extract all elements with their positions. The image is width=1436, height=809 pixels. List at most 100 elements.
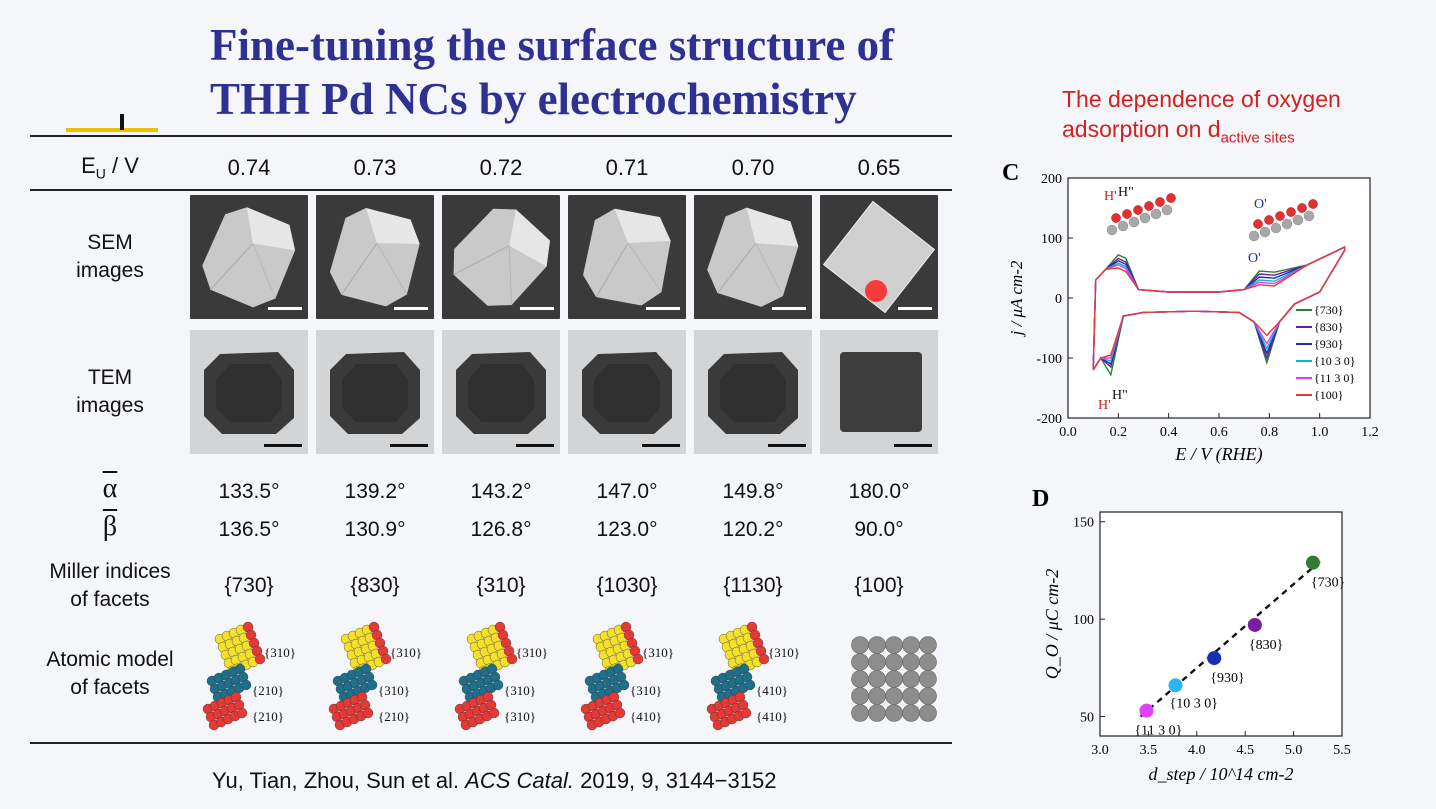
point-label: {10 3 0} [1170, 696, 1218, 711]
alpha-value: 149.8° [722, 480, 784, 503]
panel-label-d: D [1032, 486, 1049, 512]
facet-annotation: {310} [264, 645, 296, 660]
y-axis-label: Q_O / μC cm-2 [1042, 569, 1062, 680]
sem-image [442, 195, 560, 319]
beta-value: 90.0° [854, 518, 904, 541]
slide-title: Fine-tuning the surface structure of THH… [210, 18, 970, 126]
y-tick-label: -100 [1036, 352, 1062, 367]
beta-value: 126.8° [470, 518, 532, 541]
alpha-value: 143.2° [470, 480, 532, 503]
atomic-model: {310} {410} {410} [694, 615, 820, 737]
sem-image [820, 195, 938, 319]
eu-value: 0.72 [479, 155, 523, 180]
legend-entry: {100} [1314, 388, 1344, 402]
eu-value: 0.71 [605, 155, 649, 180]
eu-value: 0.70 [731, 155, 775, 180]
x-tick-label: 0.0 [1059, 425, 1077, 440]
legend-entry: {730} [1314, 303, 1344, 317]
sem-image [190, 195, 308, 319]
y-axis-label: j / μA cm-2 [1007, 260, 1026, 337]
y-tick-label: -200 [1036, 412, 1062, 427]
atomic-model: {310} {310} {310} [442, 615, 568, 737]
x-axis-label: E / V (RHE) [1174, 444, 1262, 465]
scale-bar [642, 444, 680, 447]
x-tick-label: 1.0 [1311, 425, 1329, 440]
facet-annotation: {410} [756, 683, 788, 698]
sem-image [316, 195, 434, 319]
atomic-row-label: Atomic model of facets [46, 648, 174, 699]
tem-image [442, 330, 560, 454]
scale-bar [772, 307, 806, 310]
scale-bar [894, 444, 932, 447]
peak-label: H" [1112, 388, 1128, 403]
miller-value: {100} [854, 574, 904, 597]
facet-annotation: {310} [630, 683, 662, 698]
peak-label: O' [1248, 251, 1261, 266]
atomic-model [820, 615, 946, 737]
eu-row-label: EU / V [81, 153, 139, 182]
alpha-value: 139.2° [344, 480, 406, 503]
scale-bar [646, 307, 680, 310]
facet-annotation: {310} [642, 645, 674, 660]
legend-entry: {930} [1314, 337, 1344, 351]
y-tick-label: 50 [1080, 711, 1094, 726]
x-tick-label: 0.8 [1261, 425, 1279, 440]
facet-annotation: {310} [378, 683, 410, 698]
scale-bar [898, 307, 932, 310]
tem-image [190, 330, 308, 454]
legend-entry: {830} [1314, 320, 1344, 334]
peak-label: H" [1118, 185, 1134, 200]
cv-chart: C 0.0 0.2 0.4 0.6 0.8 1.0 1.2 -200 -100 0 100 200 E /… [1002, 160, 1379, 465]
tem-image [316, 330, 434, 454]
eu-value: 0.65 [857, 155, 901, 180]
x-tick-label: 0.2 [1110, 425, 1128, 440]
data-point [1247, 617, 1262, 632]
facet-annotation: {310} [768, 645, 800, 660]
facet-annotation: {210} [378, 709, 410, 724]
point-label: {11 3 0} [1134, 724, 1182, 739]
oxygen-dependence-note: The dependence of oxygen adsorption on d… [1062, 86, 1341, 147]
scale-bar [520, 307, 554, 310]
title-line-2: THH Pd NCs by electrochemistry [210, 74, 857, 124]
y-tick-label: 0 [1055, 292, 1062, 307]
beta-value: 130.9° [344, 518, 406, 541]
scale-bar [268, 307, 302, 310]
peak-label: H' [1104, 189, 1117, 204]
facet-annotation: {310} [390, 645, 422, 660]
cv-series-line [1092, 245, 1346, 371]
beta-value: 123.0° [596, 518, 658, 541]
facet-annotation: {210} [252, 709, 284, 724]
fit-line [1139, 559, 1322, 718]
tem-image [568, 330, 686, 454]
panel-label-c: C [1002, 160, 1019, 186]
table-top-rule [30, 135, 952, 137]
legend-entry: {10 3 0} [1314, 354, 1356, 368]
angle-row-label: α β [102, 473, 118, 542]
tem-image [820, 330, 938, 454]
point-label: {930} [1210, 671, 1244, 686]
x-tick-label: 4.5 [1236, 743, 1254, 758]
data-point [1139, 703, 1154, 718]
x-tick-label: 3.0 [1091, 743, 1109, 758]
miller-value: {1130} [723, 574, 783, 597]
y-tick-label: 150 [1073, 516, 1094, 531]
facet-annotation: {210} [252, 683, 284, 698]
x-tick-label: 3.5 [1140, 743, 1158, 758]
data-point [1207, 651, 1222, 666]
alpha-value: 147.0° [596, 480, 658, 503]
scale-bar [390, 444, 428, 447]
x-axis-label: d_step / 10^14 cm-2 [1148, 764, 1293, 784]
x-tick-label: 1.2 [1361, 425, 1379, 440]
eu-value: 0.74 [227, 155, 271, 180]
eu-value: 0.73 [353, 155, 397, 180]
legend-entry: {11 3 0} [1314, 371, 1355, 385]
data-point [1168, 678, 1183, 693]
atomic-model: {310} {310} {210} [316, 615, 442, 737]
facet-annotation: {310} [504, 683, 536, 698]
peak-label: H' [1098, 398, 1111, 413]
miller-row-label: Miller indices of facets [49, 560, 171, 611]
scale-bar [394, 307, 428, 310]
miller-value: {310} [476, 574, 526, 597]
point-label: {830} [1249, 638, 1283, 653]
data-point [1305, 555, 1320, 570]
